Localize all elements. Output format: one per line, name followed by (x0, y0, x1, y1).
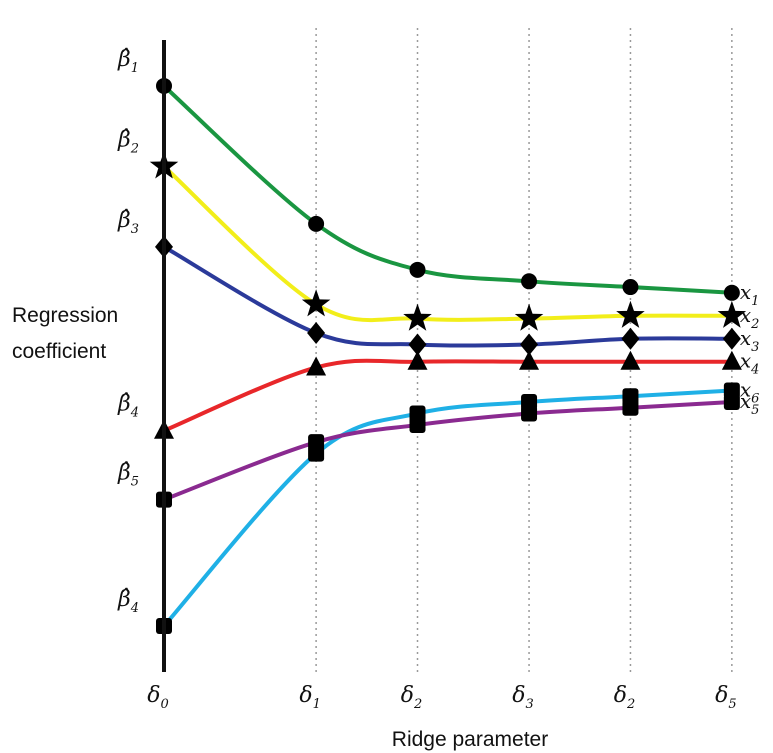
y-tick-label-1: β̂2 (117, 127, 139, 156)
marker-x2-1 (301, 289, 331, 317)
marker-x1-2 (409, 261, 426, 278)
marker-x1-5 (723, 284, 740, 301)
y-tick-label-3: β̂4 (117, 392, 139, 421)
marker-x3-2 (408, 333, 427, 356)
marker-x4-5 (721, 350, 742, 370)
x-tick-label-1: δ1 (299, 683, 321, 712)
series-line-x3 (163, 245, 732, 348)
marker-x5-5 (723, 393, 740, 410)
marker-x5-2 (409, 416, 426, 433)
x-tick-label-2: δ2 (401, 683, 423, 712)
series-lines (162, 84, 732, 628)
series-label-x4: x4 (740, 349, 760, 378)
marker-x5-4 (622, 399, 639, 416)
series-label-x3: x3 (740, 326, 760, 355)
x-axis-label: Ridge parameter (392, 728, 548, 751)
y-axis-label-line2: coefficient (12, 340, 106, 363)
x-tick-label-5: δ5 (715, 683, 737, 712)
marker-x1-1 (308, 215, 325, 232)
marker-x4-4 (620, 350, 641, 370)
marker-x3-4 (621, 327, 640, 350)
marker-x3-3 (520, 333, 539, 356)
marker-x2-5 (717, 300, 747, 328)
series-line-x5 (163, 399, 732, 502)
marker-x4-2 (407, 350, 428, 370)
series-label-x6: x6 (740, 377, 760, 406)
y-tick-label-0: β̂1 (117, 47, 139, 76)
marker-x1-3 (521, 273, 538, 290)
y-tick-label-4: β̂5 (117, 461, 139, 490)
marker-x4-1 (306, 356, 327, 376)
series-line-x1 (162, 84, 732, 295)
series-label-x5: x5 (740, 389, 760, 418)
series-label-x1: x1 (740, 280, 760, 309)
marker-x2-4 (616, 300, 645, 328)
marker-x2-2 (403, 303, 432, 331)
series-markers (149, 77, 747, 635)
marker-x3-1 (307, 322, 326, 345)
grid-lines (315, 28, 733, 672)
y-axis-label-line1: Regression (12, 304, 118, 327)
x-tick-label-4: δ2 (614, 683, 636, 712)
marker-x5-3 (521, 405, 538, 422)
y-tick-labels: β̂1 β̂2 β̂3 β̂4 β̂5 β̂4 (117, 47, 139, 616)
marker-x4-3 (519, 350, 540, 370)
marker-x1-4 (622, 279, 639, 296)
y-tick-label-5: β̂4 (117, 587, 139, 616)
x-tick-label-0: δ0 (147, 683, 169, 712)
series-line-x6 (162, 388, 732, 628)
marker-x3-5 (722, 327, 741, 350)
marker-x2-3 (514, 303, 544, 331)
x-tick-labels: δ0 δ1 δ2 δ3 δ2 δ5 (147, 683, 736, 712)
y-tick-label-2: β̂3 (117, 208, 139, 237)
x-tick-label-3: δ3 (512, 683, 534, 712)
series-line-x4 (163, 358, 732, 433)
series-label-x2: x2 (740, 303, 760, 332)
marker-x5-1 (308, 434, 325, 451)
